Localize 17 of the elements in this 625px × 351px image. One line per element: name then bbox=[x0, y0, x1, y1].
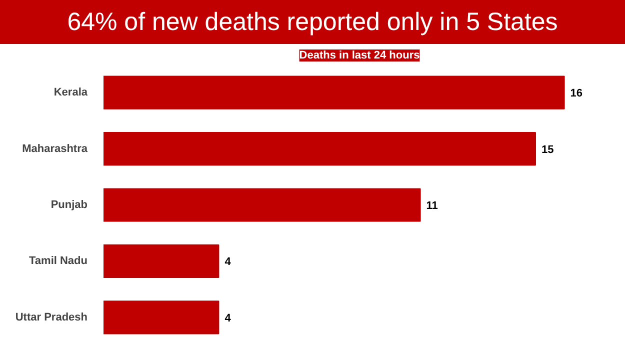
data-label: 16 bbox=[570, 88, 583, 100]
chart-subtitle: Deaths in last 24 hours bbox=[299, 50, 420, 62]
y-tick-label: Tamil Nadu bbox=[29, 255, 88, 268]
chart-title: 64% of new deaths reported only in 5 States bbox=[67, 7, 558, 38]
y-tick-label: Kerala bbox=[54, 86, 88, 99]
y-tick-label: Uttar Pradesh bbox=[15, 311, 88, 324]
bar bbox=[104, 244, 220, 278]
data-label: 11 bbox=[426, 200, 438, 212]
data-label: 4 bbox=[224, 256, 232, 268]
bar bbox=[104, 188, 421, 222]
y-tick-label: Punjab bbox=[50, 199, 88, 211]
data-label: 4 bbox=[224, 312, 232, 324]
bar bbox=[104, 300, 220, 334]
data-label: 15 bbox=[542, 144, 554, 156]
bar bbox=[104, 76, 565, 110]
y-tick-label: Maharashtra bbox=[22, 142, 88, 155]
bar bbox=[104, 132, 536, 166]
